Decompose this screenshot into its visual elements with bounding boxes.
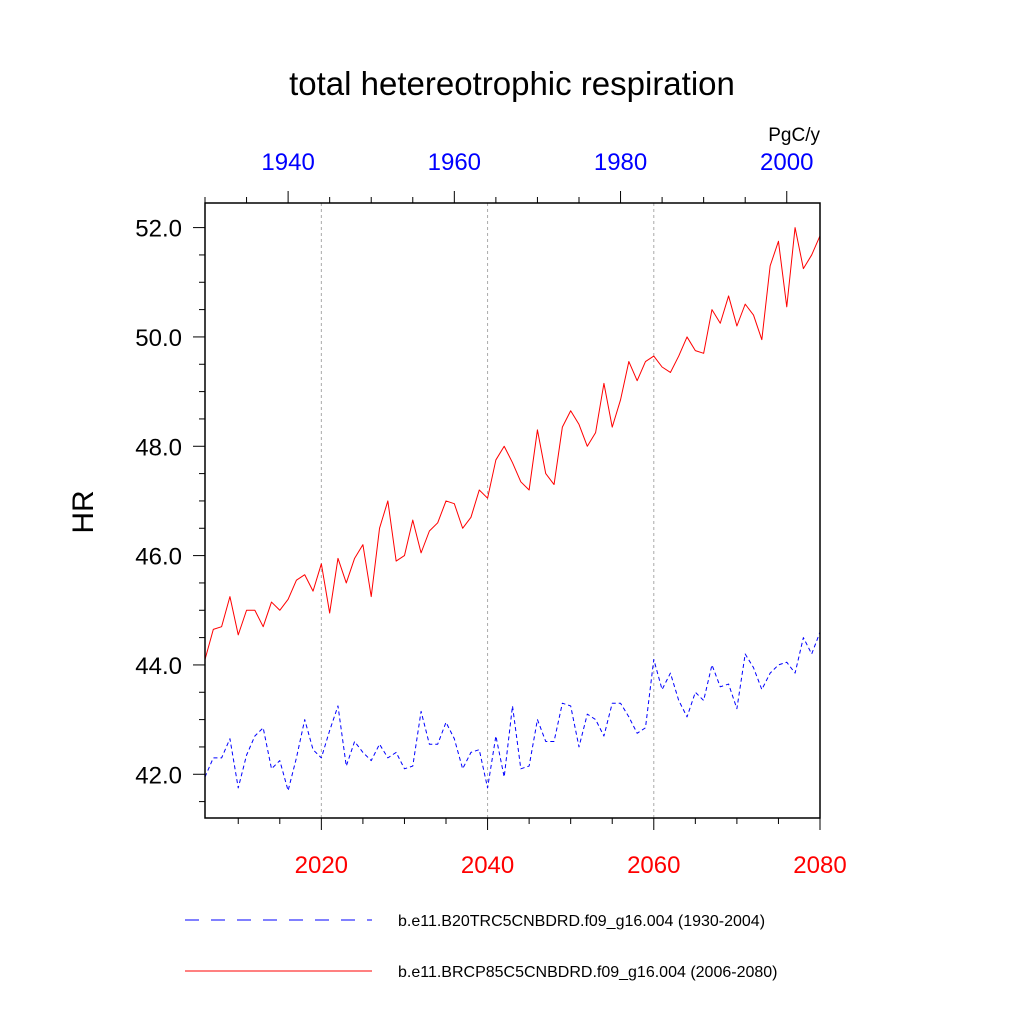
y-tick-label: 50.0 — [135, 325, 182, 352]
y-tick-label: 46.0 — [135, 544, 182, 571]
legend: b.e11.B20TRC5CNBDRD.f09_g16.004 (1930-20… — [185, 913, 777, 981]
series-layer — [204, 227, 821, 792]
series-historical-line — [204, 631, 821, 792]
x-top-tick-label: 1940 — [261, 149, 314, 176]
y-tick-label: 42.0 — [135, 762, 182, 789]
x-top-tick-label: 1980 — [594, 149, 647, 176]
y-tick-label: 44.0 — [135, 653, 182, 680]
x-bottom-tick-label: 2040 — [461, 852, 514, 879]
axis-ticks: 42.0 44.0 46.0 48.0 50.0 52.0 2020 2040 2060 2080… — [135, 149, 846, 879]
plot-frame — [204, 202, 821, 819]
x-bottom-tick-label: 2060 — [627, 852, 680, 879]
legend-label-historical: b.e11.B20TRC5CNBDRD.f09_g16.004 (1930-20… — [398, 913, 765, 930]
series-rcp85-line — [204, 227, 821, 660]
y-tick-label: 48.0 — [135, 434, 182, 461]
x-bottom-tick-label: 2080 — [793, 852, 846, 879]
y-axis-label: HR — [67, 490, 100, 533]
x-bottom-tick-label: 2020 — [295, 852, 348, 879]
x-top-tick-label: 2000 — [760, 149, 813, 176]
y-tick-label: 52.0 — [135, 216, 182, 243]
x-top-tick-label: 1960 — [428, 149, 481, 176]
gridlines — [320, 203, 655, 818]
units-label: PgC/y — [768, 125, 820, 146]
chart-title: total hetereotrophic respiration — [289, 65, 735, 102]
legend-label-rcp85: b.e11.BRCP85C5CNBDRD.f09_g16.004 (2006-2… — [398, 964, 777, 981]
